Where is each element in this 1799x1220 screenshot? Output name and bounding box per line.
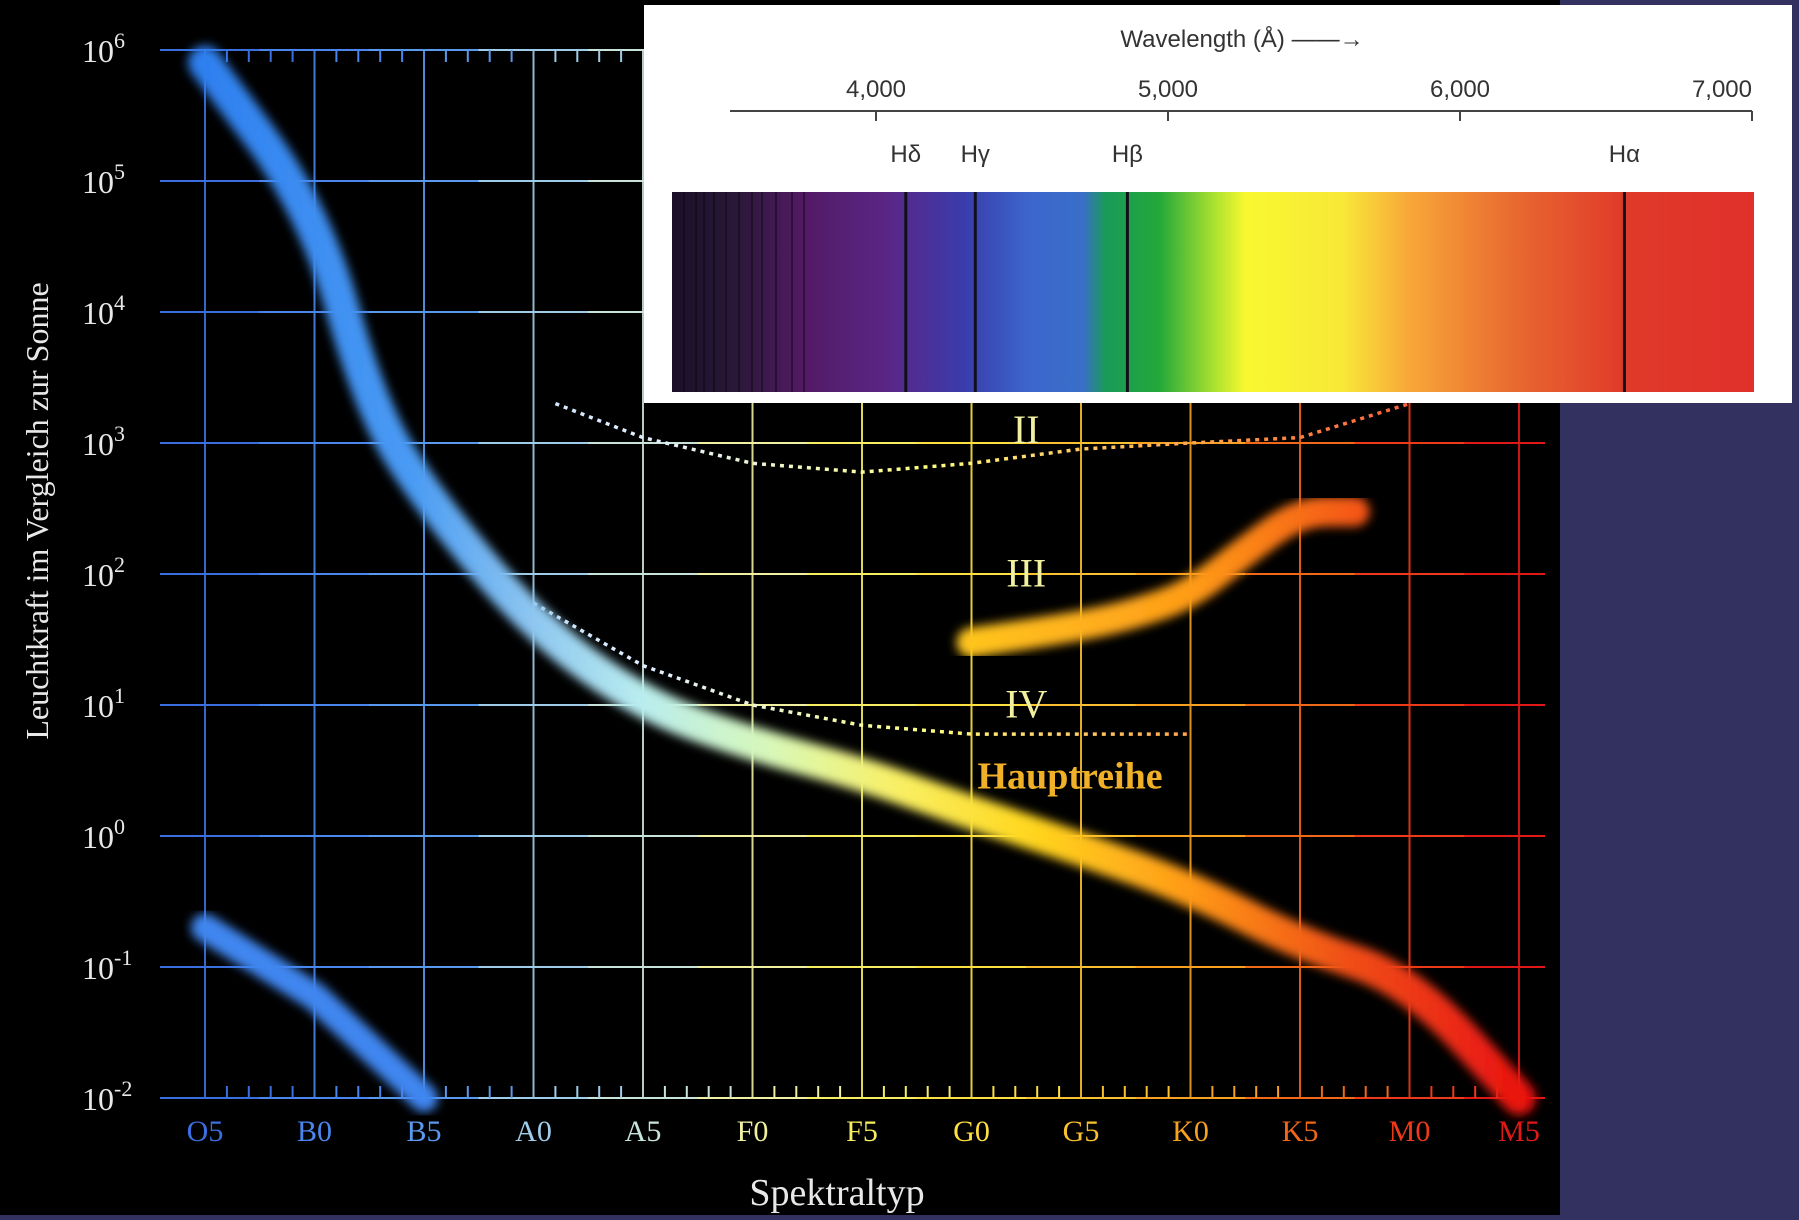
wavelength-ticks: 4,000 5,000 6,000 7,000 [846,76,1753,121]
absorption-line-label: Hα [1609,141,1640,168]
wavelength-tick-label: 7,000 [1692,76,1752,103]
main-sequence-band [188,45,1536,1115]
wavelength-tick-label: 6,000 [1430,76,1490,103]
x-tick-label: M0 [1389,1115,1431,1148]
y-tick-label: 100 [82,814,125,855]
spectrum-svg: Wavelength (Å) ——→ 4,000 5,000 6,000 7,000 … [672,25,1754,392]
y-tick-label: 105 [82,159,125,200]
class-line-ii [554,401,1411,474]
wavelength-title: Wavelength (Å) ——→ [1120,25,1363,53]
y-tick-exponent: 5 [114,159,125,184]
wavelength-tick-label: 4,000 [846,76,906,103]
y-tick-label: 103 [82,421,125,462]
x-axis-ticks: O5 B0 B5 A0 A5 F0 F5 G0 G5 K0 K5 M0 M5 [187,1115,1540,1148]
main-sequence-label: Hauptreihe [978,756,1163,798]
y-tick-exponent: 3 [114,421,125,446]
spectrum-inset: Wavelength (Å) ——→ 4,000 5,000 6,000 7,000 … [644,5,1792,403]
y-tick-exponent: 4 [114,290,125,315]
giant-branch-band [956,496,1370,658]
y-tick-exponent: 1 [114,683,125,708]
x-tick-label: F0 [737,1115,769,1148]
star-bands [188,45,1536,1115]
class-label-iv: IV [1005,682,1047,727]
x-tick-label: B0 [297,1115,332,1148]
y-tick-exponent: 6 [114,28,125,53]
x-tick-label: K0 [1172,1115,1209,1148]
x-tick-label: A5 [625,1115,662,1148]
x-tick-label: A0 [515,1115,552,1148]
class-label-iii: III [1006,551,1046,596]
y-axis-label: Leuchtkraft im Vergleich zur Sonne [19,282,55,739]
y-tick-label: 106 [82,28,125,69]
x-tick-label: B5 [406,1115,441,1148]
absorption-line-label: Hδ [890,141,921,168]
x-tick-label: G5 [1063,1115,1100,1148]
y-tick-label: 101 [82,683,125,724]
y-tick-exponent: -2 [114,1076,132,1101]
x-axis-label: Spektraltyp [749,1172,924,1214]
spectrum-texture [683,192,805,392]
absorption-line-label: Hβ [1112,141,1143,168]
y-tick-label: 104 [82,290,125,331]
x-tick-label: M5 [1498,1115,1540,1148]
absorption-lines: Hδ Hγ Hβ Hα [890,141,1640,392]
absorption-line-label: Hγ [961,141,990,168]
class-label-ii: II [1013,407,1040,452]
x-tick-label: O5 [187,1115,224,1148]
y-tick-label: 10-1 [82,945,132,986]
spectrum-band [672,192,1754,392]
x-tick-label: F5 [846,1115,878,1148]
y-tick-exponent: 0 [114,814,125,839]
y-tick-exponent: -1 [114,945,132,970]
wavelength-tick-label: 5,000 [1138,76,1198,103]
x-tick-label: K5 [1282,1115,1319,1148]
class-line-iv [532,601,1191,736]
white-dwarf-band [191,913,438,1112]
x-tick-label: G0 [953,1115,990,1148]
y-tick-label: 102 [82,552,125,593]
luminosity-class-lines [532,401,1411,736]
y-tick-label: 10-2 [82,1076,132,1117]
y-tick-exponent: 2 [114,552,125,577]
